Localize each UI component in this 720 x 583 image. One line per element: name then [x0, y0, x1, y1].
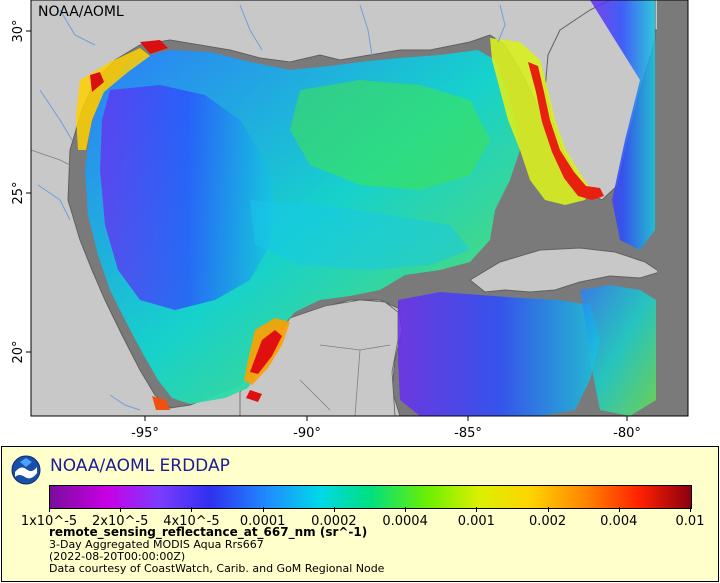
colorbar-tick [333, 507, 335, 512]
colorbar-tick [262, 507, 264, 512]
longitude-ticks [144, 416, 628, 421]
colorbar-tick-label: 0.002 [528, 514, 567, 529]
lat-label-30: 30° [11, 19, 26, 42]
gulf-data-purple-band [100, 85, 275, 310]
lon-label-90: -90° [293, 426, 321, 441]
colorbar [49, 485, 692, 509]
colorbar-tick [405, 507, 407, 512]
lon-label-95: -95° [131, 426, 159, 441]
legend-panel: NOAA/AOML ERDDAP 1x10^-5 2x10^-5 4x10^-5 0.… [1, 446, 719, 582]
colorbar-tick-label: 0.0001 [239, 514, 286, 529]
colorbar-tick [690, 507, 691, 512]
no-data-east [657, 0, 688, 416]
colorbar-tick [476, 507, 478, 512]
map-credit: NOAA/AOML [38, 4, 124, 20]
colorbar-tick-label: 4x10^-5 [163, 514, 220, 529]
caribbean-east-data [580, 285, 656, 416]
legend-brand-title: NOAA/AOML ERDDAP [50, 456, 230, 476]
colorbar-tick [120, 507, 122, 512]
lon-label-80: -80° [613, 426, 641, 441]
lat-label-20: 20° [11, 340, 26, 363]
colorbar-tick [547, 507, 549, 512]
northern-coast-band [76, 48, 150, 150]
lon-label-85: -85° [454, 426, 482, 441]
gulf-data-cyan-patches [250, 200, 470, 270]
northern-coast-red [90, 40, 168, 92]
caribbean-data-field [398, 292, 600, 416]
variable-name: remote_sensing_reflectance_at_667_nm (sr… [49, 525, 368, 539]
colorbar-tick-label: 0.01 [675, 514, 705, 529]
colorbar-tick [49, 507, 50, 512]
campeche-coast-red [246, 330, 282, 402]
colorbar-tick-label: 1x10^-5 [20, 514, 78, 529]
dataset-time: (2022-08-20T00:00:00Z) [49, 550, 186, 563]
colorbar-tick-label: 0.0004 [382, 514, 428, 529]
colorbar-tick [191, 507, 193, 512]
land-cuba [469, 247, 662, 293]
data-source: Data courtesy of CoastWatch, Carib. and … [49, 562, 385, 575]
dataset-description: 3-Day Aggregated MODIS Aqua Rrs667 [49, 538, 264, 551]
colorbar-tick-label: 0.0002 [311, 514, 357, 529]
noaa-logo-icon [11, 455, 41, 485]
gulf-of-mexico-map: -95° -90° -85° -80° 30° 25° 20° [11, 0, 689, 441]
border-lines [30, 149, 391, 417]
colorbar-tick-label: 0.001 [457, 514, 495, 529]
colorbar-tick-label: 0.004 [600, 514, 638, 529]
map-panel: -95° -90° -85° -80° 30° 25° 20° NOAA/AOM… [11, 0, 689, 441]
latitude-ticks [26, 30, 31, 353]
atlantic-data-strip [590, 0, 655, 250]
colorbar-tick-label: 2x10^-5 [92, 514, 149, 529]
river-lines [37, 4, 506, 411]
lat-label-25: 25° [11, 181, 26, 204]
colorbar-tick [618, 507, 620, 512]
veracruz-coast-red [152, 396, 170, 410]
florida-coast-red [528, 62, 604, 200]
gulf-data-green-patches [290, 80, 490, 190]
map-frame [30, 0, 689, 417]
